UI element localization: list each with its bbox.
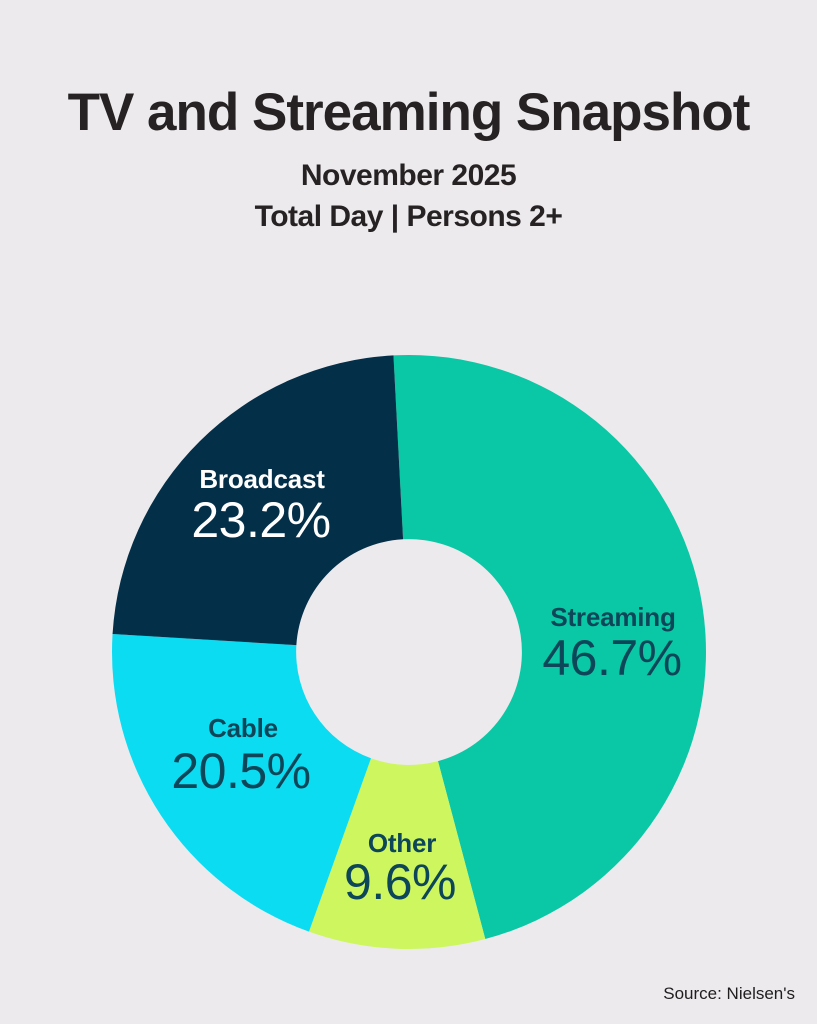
pie-segment-other	[308, 758, 486, 949]
segment-label-streaming: Streaming	[550, 602, 676, 632]
donut-chart	[89, 332, 729, 972]
pie-segment-broadcast	[112, 355, 404, 646]
segment-label-other: Other	[367, 828, 437, 858]
pie-segment-streaming	[393, 355, 706, 940]
segment-label-broadcast: Broadcast	[199, 464, 325, 494]
donut-chart-svg	[112, 355, 706, 949]
segment-label-cable: Cable	[208, 713, 278, 743]
pie-segment-cable	[112, 633, 371, 932]
subtitle-demographic: Total Day | Persons 2+	[254, 200, 563, 233]
segment-value-other: 9.6%	[344, 854, 456, 910]
segment-value-cable: 20.5%	[171, 743, 311, 799]
page-title: TV and Streaming Snapshot	[67, 83, 751, 142]
segment-value-broadcast: 23.2%	[191, 492, 331, 548]
source-note: Source: Nielsen's	[663, 984, 795, 1003]
subtitle-date: November 2025	[300, 159, 517, 192]
segment-value-streaming: 46.7%	[542, 630, 682, 686]
